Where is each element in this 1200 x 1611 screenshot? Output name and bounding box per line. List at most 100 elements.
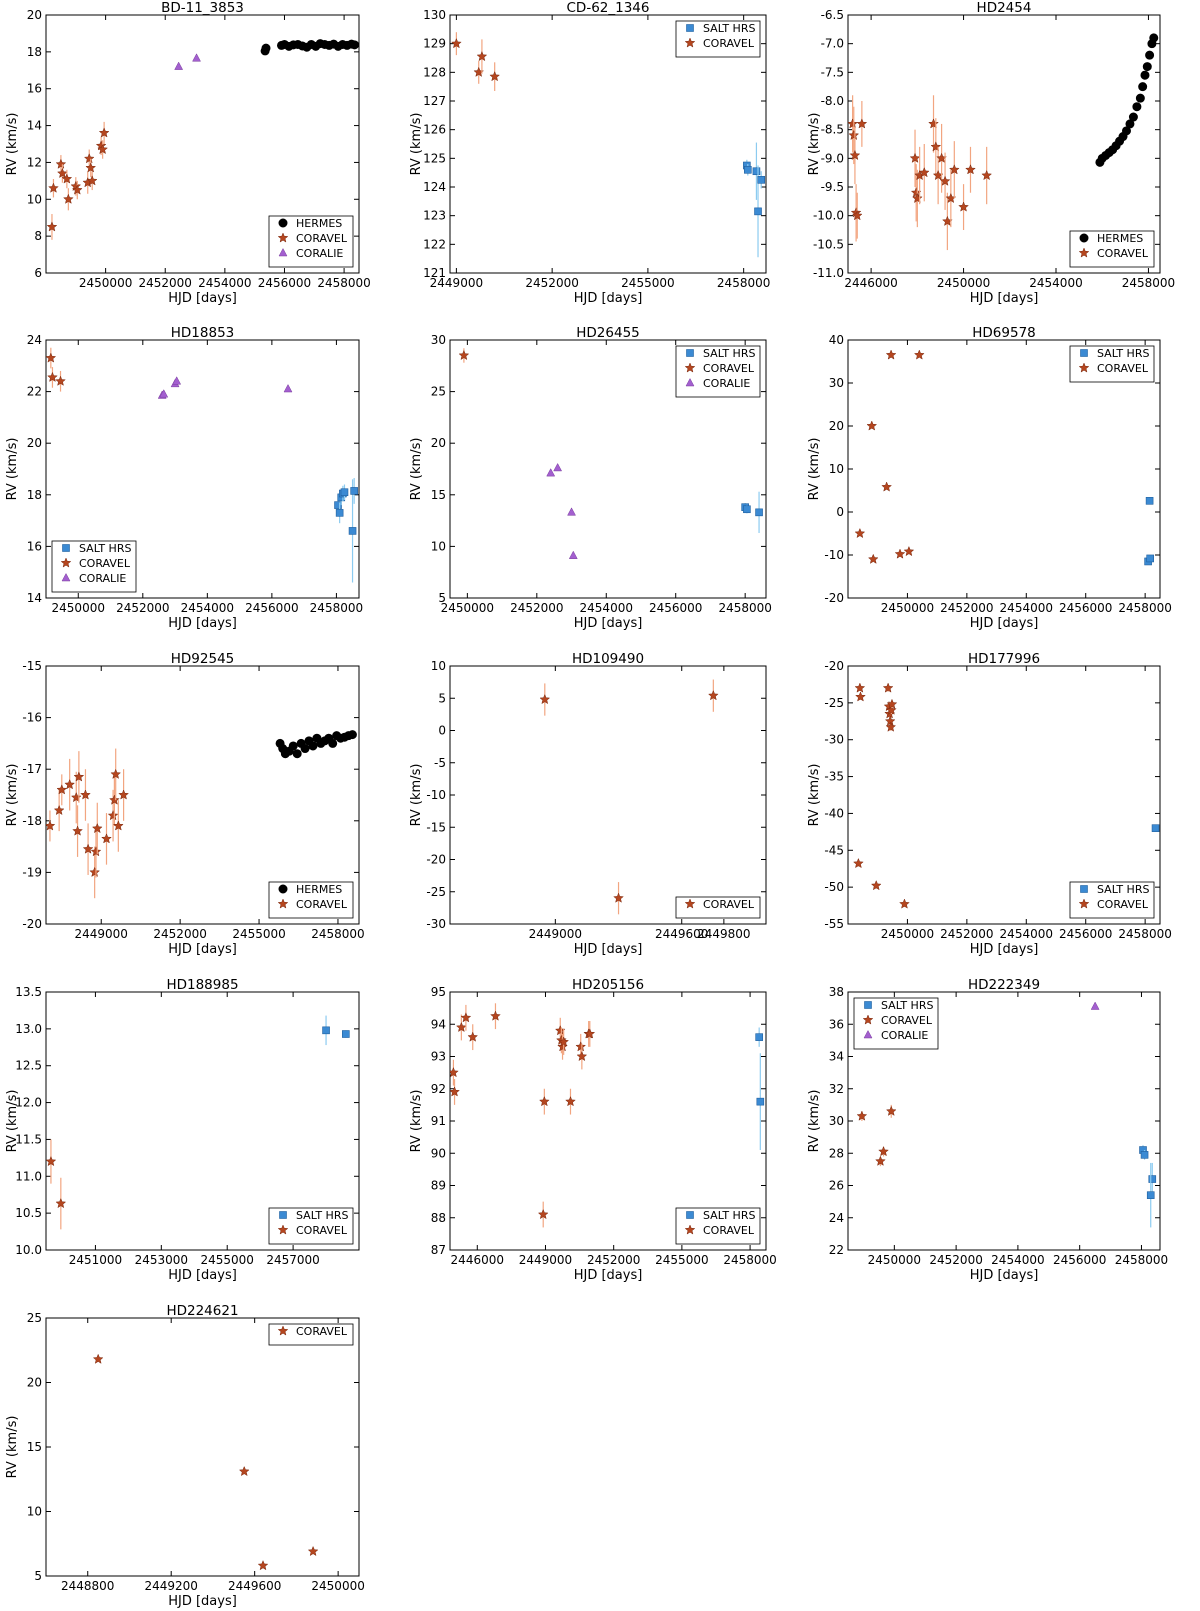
data-point-coravel [856, 1110, 868, 1121]
chart-title: CD-62_1346 [567, 0, 650, 16]
x-tick-label: 2450000 [881, 601, 934, 615]
x-tick-label: 2449000 [430, 276, 483, 290]
plot-frame [847, 665, 1161, 925]
data-point-hermes [1140, 70, 1150, 80]
plot-frame [45, 991, 360, 1251]
x-axis-label: HJD [days] [168, 291, 237, 306]
y-tick-label: -30 [426, 917, 446, 931]
y-tick-label: 95 [431, 985, 446, 999]
legend-label: CORALIE [79, 572, 126, 585]
data-point-coravel [851, 209, 863, 221]
data-point-coravel [707, 689, 719, 701]
y-tick-label: -10 [824, 548, 844, 562]
y-axis-label: RV (km/s) [5, 113, 20, 176]
data-point-coravel [92, 1353, 104, 1364]
y-tick-label: 126 [423, 123, 446, 137]
data-point-coravel [854, 527, 866, 539]
chart-title: HD205156 [572, 977, 644, 993]
data-point-coravel [849, 149, 861, 161]
data-point-coravel [855, 691, 866, 702]
legend-marker [277, 232, 289, 243]
legend-label: CORAVEL [296, 1224, 348, 1237]
y-tick-label: 87 [431, 1243, 446, 1257]
y-tick-label: 20 [829, 419, 844, 433]
x-tick-label: 2458000 [1115, 1253, 1168, 1267]
y-tick-label: 12.5 [15, 1059, 42, 1073]
legend-label: SALT HRS [703, 22, 755, 35]
x-tick-label: 2450000 [52, 601, 105, 615]
data-point-coralie [174, 61, 184, 70]
x-tick-label: 2449200 [144, 1579, 197, 1593]
y-axis-label: RV (km/s) [807, 438, 822, 501]
y-tick-label: 14 [27, 119, 42, 133]
y-axis-label: RV (km/s) [807, 1090, 822, 1153]
data-point-coravel [584, 1028, 596, 1039]
plot-frame [45, 665, 360, 925]
legend-marker [864, 1001, 872, 1009]
data-point-coravel [450, 37, 462, 49]
y-tick-label: -25 [824, 696, 844, 710]
y-tick-label: 123 [423, 209, 446, 223]
y-tick-label: 91 [431, 1114, 446, 1128]
data-point-salt-hrs [754, 207, 762, 216]
legend: SALT HRS CORAVEL CORALIE [51, 540, 137, 593]
data-point-coravel [91, 822, 103, 834]
plot-frame [847, 14, 1161, 274]
y-tick-label: 24 [829, 1211, 844, 1225]
legend-marker [686, 24, 694, 32]
legend-marker [61, 572, 71, 582]
y-tick-label: -15 [426, 820, 446, 834]
data-point-salt-hrs [744, 166, 752, 174]
data-point-coravel [46, 820, 56, 831]
data-point-coralie [1090, 1001, 1100, 1010]
chart-title: HD26455 [576, 325, 640, 341]
x-tick-label: 2456000 [1059, 927, 1112, 941]
x-tick-label: 2452000 [929, 1253, 982, 1267]
data-point-salt-hrs [350, 487, 358, 495]
chart-panel-9: HD188985 2451000 2453000 2455000 2457000 10.0… [5, 977, 360, 1283]
x-tick-label: 2456000 [1059, 601, 1112, 615]
y-tick-label: -7.0 [821, 37, 844, 51]
data-point-coravel [107, 809, 119, 821]
data-point-coravel [848, 118, 859, 129]
y-tick-label: -16 [22, 711, 42, 725]
data-point-salt-hrs [752, 167, 761, 176]
y-axis-label: RV (km/s) [409, 764, 424, 827]
data-point-hermes [347, 730, 357, 740]
x-tick-label: 2452000 [940, 927, 993, 941]
x-tick-label: 2454000 [1000, 927, 1053, 941]
y-tick-label: -8.0 [821, 94, 844, 108]
chart-title: HD2454 [977, 0, 1032, 16]
data-point-coravel [981, 169, 993, 181]
data-point-coralie [159, 389, 169, 398]
data-point-coravel [112, 820, 124, 831]
legend-label: HERMES [1097, 232, 1143, 245]
y-axis-label: RV (km/s) [5, 764, 20, 827]
data-point-coravel [538, 1095, 550, 1107]
data-point-salt-hrs [342, 1030, 350, 1038]
legend-marker [1080, 885, 1088, 893]
legend: SALT HRS CORAVEL [675, 1207, 761, 1245]
x-tick-label: 2458000 [1118, 927, 1171, 941]
y-tick-label: 22 [829, 1243, 844, 1257]
x-tick-label: 2449000 [75, 927, 128, 941]
x-tick-label: 2454000 [198, 276, 251, 290]
legend-label: CORALIE [296, 247, 343, 260]
data-point-salt-hrs [348, 527, 357, 535]
y-tick-label: 20 [27, 8, 42, 22]
y-tick-label: -8.5 [821, 123, 844, 137]
y-tick-label: 121 [423, 266, 446, 280]
y-tick-label: 34 [829, 1050, 844, 1064]
x-tick-label: 2455000 [621, 276, 674, 290]
y-tick-label: 12.0 [15, 1096, 42, 1110]
y-tick-label: -7.5 [821, 65, 844, 79]
chart-panel-3: HD18853 2450000 2452000 2454000 2456000 24580… [5, 325, 363, 631]
data-point-salt-hrs [322, 1026, 330, 1035]
data-point-hermes [261, 43, 271, 53]
y-tick-label: 25 [431, 385, 446, 399]
x-tick-label: 2449000 [529, 927, 582, 941]
x-tick-label: 2446000 [451, 1253, 504, 1267]
x-tick-label: 2452000 [525, 276, 578, 290]
data-point-coravel [72, 825, 83, 836]
